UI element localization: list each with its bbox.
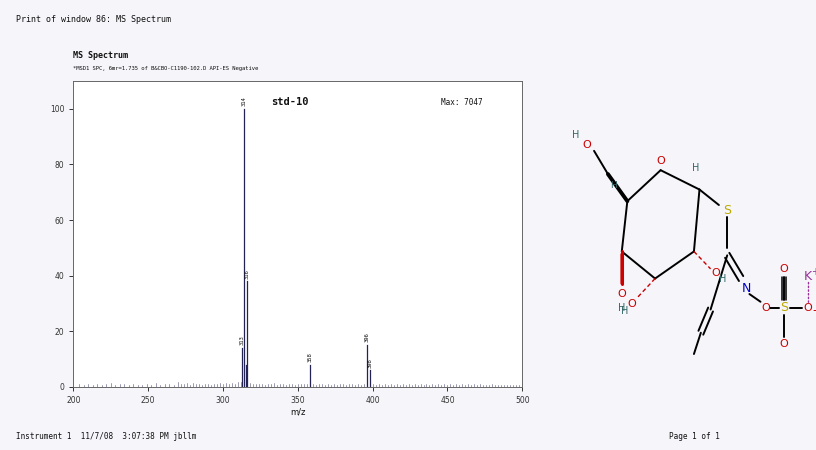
Text: -: -: [813, 304, 816, 317]
Text: H: H: [618, 302, 626, 313]
Text: H: H: [720, 274, 727, 284]
Text: Instrument 1  11/7/08  3:07:38 PM jbllm: Instrument 1 11/7/08 3:07:38 PM jbllm: [16, 432, 197, 441]
Text: K: K: [804, 270, 812, 283]
Text: O: O: [583, 140, 592, 150]
Text: O: O: [628, 299, 636, 309]
Text: Max: 7047: Max: 7047: [441, 99, 483, 108]
Text: MS Spectrum: MS Spectrum: [73, 51, 128, 60]
Text: 314: 314: [242, 96, 246, 106]
Text: H: H: [572, 130, 579, 140]
Text: H: H: [621, 306, 628, 316]
Text: O: O: [618, 289, 626, 299]
Text: S: S: [723, 204, 731, 217]
Text: O: O: [712, 268, 721, 278]
Text: Print of window 86: MS Spectrum: Print of window 86: MS Spectrum: [16, 15, 171, 24]
Text: H: H: [610, 181, 617, 190]
Text: S: S: [780, 301, 788, 314]
Text: std-10: std-10: [271, 98, 308, 108]
Text: O: O: [656, 156, 665, 166]
Text: O: O: [803, 302, 812, 313]
Text: H: H: [692, 163, 699, 173]
Text: O: O: [761, 302, 770, 313]
X-axis label: m/z: m/z: [290, 408, 305, 417]
Text: 398: 398: [367, 358, 372, 368]
Text: 313: 313: [240, 336, 245, 345]
Text: *MSD1 SPC, 6mr=1.735 of B&CBO-C1190-102.D API-ES Negative: *MSD1 SPC, 6mr=1.735 of B&CBO-C1190-102.…: [73, 66, 259, 71]
Text: 316: 316: [245, 269, 250, 279]
Text: +: +: [811, 266, 816, 277]
Text: Page 1 of 1: Page 1 of 1: [669, 432, 720, 441]
Text: 358: 358: [308, 352, 313, 362]
Text: 396: 396: [364, 333, 369, 342]
Text: O: O: [780, 339, 788, 349]
Text: N: N: [742, 282, 752, 295]
Text: O: O: [780, 264, 788, 274]
